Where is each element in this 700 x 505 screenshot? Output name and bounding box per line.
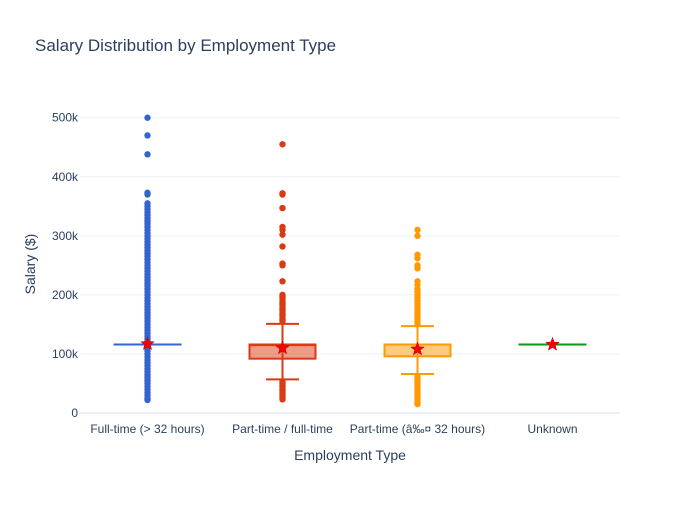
x-tick-label: Unknown [527,422,577,436]
outlier-point [279,262,285,268]
outlier-point [144,397,150,403]
outlier-point [144,132,150,138]
y-tick-label: 400k [52,170,79,184]
outlier-point [414,233,420,239]
outlier-point [144,151,150,157]
outlier-point [144,115,150,121]
y-tick-label: 300k [52,229,79,243]
y-tick-label: 100k [52,347,79,361]
y-axis-title: Salary ($) [22,234,38,295]
outlier-point [144,191,150,197]
outlier-point [279,396,285,402]
outlier-point [414,401,420,407]
outlier-point [279,205,285,211]
outlier-point [279,278,285,284]
outlier-point [279,191,285,197]
x-tick-label: Part-time / full-time [232,422,333,436]
chart-title: Salary Distribution by Employment Type [35,36,336,55]
outlier-point [414,255,420,261]
outlier-point [279,243,285,249]
y-tick-label: 500k [52,111,79,125]
y-tick-label: 0 [71,406,78,420]
outlier-point [414,265,420,271]
outlier-point [414,227,420,233]
outlier-point [279,231,285,237]
outlier-point [279,141,285,147]
x-tick-label: Part-time (â‰¤ 32 hours) [350,422,485,436]
x-axis-title: Employment Type [294,447,406,463]
x-tick-label: Full-time (> 32 hours) [90,422,204,436]
y-tick-label: 200k [52,288,79,302]
